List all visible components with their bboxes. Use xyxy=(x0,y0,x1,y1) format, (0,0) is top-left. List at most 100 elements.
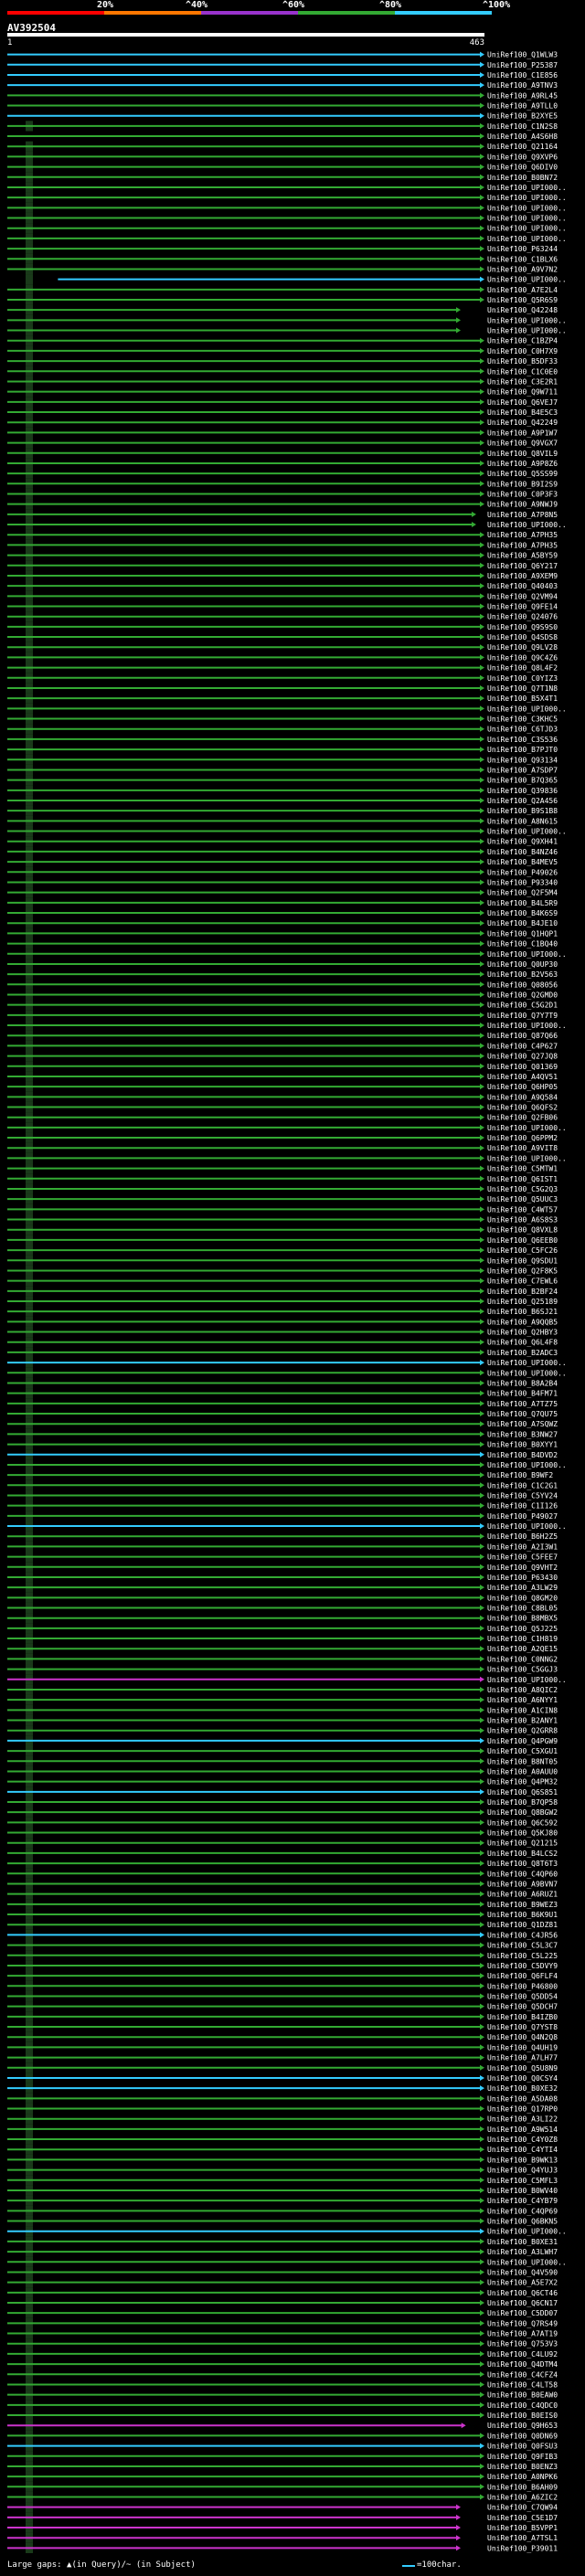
hit-label[interactable]: UniRef100_Q39836 xyxy=(487,787,558,795)
hit-label[interactable]: UniRef100_A9P8Z6 xyxy=(487,460,558,468)
hit-row[interactable]: UniRef100_Q4UH19 xyxy=(7,2041,558,2052)
hit-row[interactable]: UniRef100_Q9FE14 xyxy=(7,600,558,612)
hit-label[interactable]: UniRef100_UPI000.. xyxy=(487,276,567,284)
hit-label[interactable]: UniRef100_A3LW29 xyxy=(487,1584,558,1592)
hit-label[interactable]: UniRef100_UPI000.. xyxy=(487,184,567,192)
hit-row[interactable]: UniRef100_Q6PPM2 xyxy=(7,1132,558,1143)
hit-row[interactable]: UniRef100_Q9VGX7 xyxy=(7,437,558,449)
hit-row[interactable]: UniRef100_C4CFZ4 xyxy=(7,2369,558,2380)
hit-row[interactable]: UniRef100_UPI000.. xyxy=(7,1521,567,1532)
hit-row[interactable]: UniRef100_Q24076 xyxy=(7,611,558,622)
hit-label[interactable]: UniRef100_Q4SDS8 xyxy=(487,633,558,641)
hit-row[interactable]: UniRef100_C5YV24 xyxy=(7,1489,558,1501)
hit-row[interactable]: UniRef100_A2I3W1 xyxy=(7,1541,558,1552)
hit-row[interactable]: UniRef100_UPI000.. xyxy=(7,1122,567,1133)
hit-row[interactable]: UniRef100_Q6C592 xyxy=(7,1817,558,1828)
hit-row[interactable]: UniRef100_UPI000.. xyxy=(7,314,567,325)
hit-row[interactable]: UniRef100_A7TSL1 xyxy=(7,2532,558,2543)
hit-row[interactable]: UniRef100_Q2F5M4 xyxy=(7,887,558,898)
hit-label[interactable]: UniRef100_UPI000.. xyxy=(487,2258,567,2266)
hit-label[interactable]: UniRef100_B7QP58 xyxy=(487,1798,558,1807)
hit-row[interactable]: UniRef100_B0EIS0 xyxy=(7,2410,558,2421)
hit-label[interactable]: UniRef100_A6ZIC2 xyxy=(487,2493,558,2501)
hit-label[interactable]: UniRef100_B4FM71 xyxy=(487,1390,558,1398)
hit-row[interactable]: UniRef100_B0BN72 xyxy=(7,172,558,183)
hit-row[interactable]: UniRef100_Q0DN69 xyxy=(7,2430,558,2441)
hit-label[interactable]: UniRef100_A5E7X2 xyxy=(487,2279,558,2287)
hit-row[interactable]: UniRef100_Q2HBY3 xyxy=(7,1326,558,1338)
hit-label[interactable]: UniRef100_C4Y0Z8 xyxy=(487,2136,558,2144)
hit-label[interactable]: UniRef100_Q87Q66 xyxy=(487,1032,558,1040)
hit-row[interactable]: UniRef100_UPI000.. xyxy=(7,1459,567,1470)
hit-row[interactable]: UniRef100_B9S1B8 xyxy=(7,805,558,816)
hit-row[interactable]: UniRef100_Q7Y7T9 xyxy=(7,1010,558,1021)
hit-row[interactable]: UniRef100_C1BLX6 xyxy=(7,253,558,264)
hit-label[interactable]: UniRef100_P63244 xyxy=(487,245,558,253)
hit-label[interactable]: UniRef100_C4YB79 xyxy=(487,2197,558,2205)
hit-row[interactable]: UniRef100_Q42248 xyxy=(7,304,558,315)
hit-label[interactable]: UniRef100_Q5U8N9 xyxy=(487,2064,558,2072)
hit-label[interactable]: UniRef100_A8N615 xyxy=(487,817,558,825)
hit-row[interactable]: UniRef100_UPI000.. xyxy=(7,825,567,837)
hit-row[interactable]: UniRef100_B0XYY1 xyxy=(7,1438,558,1450)
hit-row[interactable]: UniRef100_Q9LV28 xyxy=(7,641,558,652)
hit-row[interactable]: UniRef100_A7TZ75 xyxy=(7,1398,558,1409)
hit-label[interactable]: UniRef100_B6SJ21 xyxy=(487,1308,558,1316)
hit-label[interactable]: UniRef100_B9WK13 xyxy=(487,2156,558,2164)
hit-label[interactable]: UniRef100_Q0UP30 xyxy=(487,960,558,969)
hit-label[interactable]: UniRef100_UPI000.. xyxy=(487,1522,567,1531)
hit-label[interactable]: UniRef100_C4LT58 xyxy=(487,2380,558,2389)
hit-row[interactable]: UniRef100_Q5U8N9 xyxy=(7,2062,558,2073)
hit-label[interactable]: UniRef100_C5G2Q3 xyxy=(487,1185,558,1193)
hit-label[interactable]: UniRef100_Q5R6S9 xyxy=(487,296,558,304)
hit-row[interactable]: UniRef100_A7SQWZ xyxy=(7,1418,558,1429)
hit-label[interactable]: UniRef100_B4LCS2 xyxy=(487,1850,558,1858)
hit-label[interactable]: UniRef100_Q8VIL9 xyxy=(487,450,558,458)
hit-row[interactable]: UniRef100_A9BVN7 xyxy=(7,1878,558,1890)
hit-row[interactable]: UniRef100_A3LWH7 xyxy=(7,2246,558,2257)
hit-row[interactable]: UniRef100_A9Q584 xyxy=(7,1091,558,1102)
hit-label[interactable]: UniRef100_A7SQWZ xyxy=(487,1420,558,1428)
hit-label[interactable]: UniRef100_Q6L4F8 xyxy=(487,1339,558,1347)
hit-row[interactable]: UniRef100_UPI000.. xyxy=(7,324,567,336)
hit-row[interactable]: UniRef100_Q9FIB3 xyxy=(7,2451,558,2462)
hit-label[interactable]: UniRef100_Q6C592 xyxy=(487,1818,558,1827)
hit-label[interactable]: UniRef100_B9S1B8 xyxy=(487,807,558,815)
hit-label[interactable]: UniRef100_C4CFZ4 xyxy=(487,2370,558,2379)
hit-label[interactable]: UniRef100_B8A2B4 xyxy=(487,1379,558,1387)
hit-label[interactable]: UniRef100_B0XE32 xyxy=(487,2084,558,2093)
hit-row[interactable]: UniRef100_B7QP58 xyxy=(7,1797,558,1807)
hit-label[interactable]: UniRef100_A9TNV3 xyxy=(487,81,558,90)
hit-label[interactable]: UniRef100_A9TLL0 xyxy=(487,102,558,111)
hit-row[interactable]: UniRef100_Q2GMD0 xyxy=(7,989,558,1001)
hit-label[interactable]: UniRef100_C3S536 xyxy=(487,736,558,744)
hit-row[interactable]: UniRef100_Q6IST1 xyxy=(7,1173,558,1184)
hit-row[interactable]: UniRef100_C5MTW1 xyxy=(7,1163,558,1174)
hit-label[interactable]: UniRef100_A6RUZ1 xyxy=(487,1891,558,1899)
hit-label[interactable]: UniRef100_C1N2S8 xyxy=(487,122,558,131)
hit-row[interactable]: UniRef100_B4IZB0 xyxy=(7,2011,558,2022)
hit-row[interactable]: UniRef100_C5DD07 xyxy=(7,2307,558,2318)
hit-label[interactable]: UniRef100_Q5DD54 xyxy=(487,1992,558,2000)
hit-row[interactable]: UniRef100_Q5R6S9 xyxy=(7,294,558,305)
hit-label[interactable]: UniRef100_Q2FB06 xyxy=(487,1114,558,1122)
hit-label[interactable]: UniRef100_B6AH09 xyxy=(487,2483,558,2491)
hit-label[interactable]: UniRef100_B4JE10 xyxy=(487,919,558,928)
hit-label[interactable]: UniRef100_B7Q365 xyxy=(487,777,558,785)
hit-row[interactable]: UniRef100_Q2A456 xyxy=(7,795,558,806)
hit-row[interactable]: UniRef100_Q7YST8 xyxy=(7,2021,558,2032)
hit-row[interactable]: UniRef100_UPI000.. xyxy=(7,703,567,714)
hit-row[interactable]: UniRef100_Q1HQP1 xyxy=(7,928,558,938)
hit-row[interactable]: UniRef100_Q6EEB0 xyxy=(7,1235,558,1246)
hit-row[interactable]: UniRef100_Q39836 xyxy=(7,785,558,796)
hit-label[interactable]: UniRef100_Q9H653 xyxy=(487,2422,558,2430)
hit-label[interactable]: UniRef100_B5DF33 xyxy=(487,357,558,366)
hit-label[interactable]: UniRef100_A5BY59 xyxy=(487,552,558,560)
hit-label[interactable]: UniRef100_A7P8N5 xyxy=(487,511,558,519)
hit-row[interactable]: UniRef100_B8NT05 xyxy=(7,1755,558,1766)
hit-label[interactable]: UniRef100_B2XYE5 xyxy=(487,112,558,121)
hit-label[interactable]: UniRef100_B6H2Z5 xyxy=(487,1532,558,1541)
hit-label[interactable]: UniRef100_Q8L4F2 xyxy=(487,664,558,673)
hit-label[interactable]: UniRef100_UPI000.. xyxy=(487,1022,567,1030)
hit-row[interactable]: UniRef100_B4LCS2 xyxy=(7,1848,558,1859)
